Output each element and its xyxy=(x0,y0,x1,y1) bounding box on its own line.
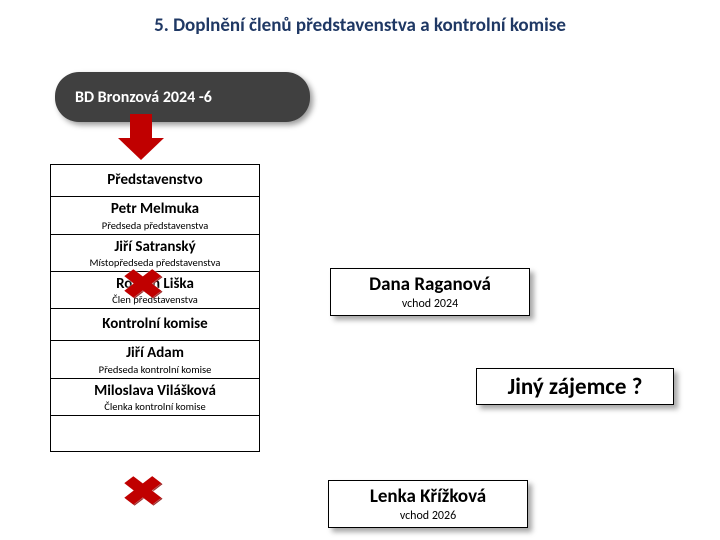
org-pill-label: BD Bronzová 2024 -6 xyxy=(75,88,212,107)
candidate-sub: vchod 2024 xyxy=(341,297,519,311)
candidate-name: Lenka Křížková xyxy=(339,487,517,508)
member-role: Předseda představenstva xyxy=(53,220,257,232)
board-member: Petr Melmuka Předseda představenstva xyxy=(50,197,260,234)
member-name: Miloslava Vilášková xyxy=(94,382,216,400)
arrow-down-icon xyxy=(118,114,164,160)
candidate-sub: vchod 2026 xyxy=(339,509,517,523)
page-title: 5. Doplnění členů představenstva a kontr… xyxy=(0,14,720,37)
member-name: Petr Melmuka xyxy=(111,200,199,218)
committee-member: Miloslava Vilášková Členka kontrolní kom… xyxy=(50,379,260,416)
committee-member xyxy=(50,416,260,452)
remove-x-icon: ✖ xyxy=(121,260,165,309)
org-pill: BD Bronzová 2024 -6 xyxy=(55,72,310,122)
committee-header: Kontrolní komise xyxy=(50,309,260,341)
member-role: Členka kontrolní komise xyxy=(53,401,257,413)
candidate-name: Jiný zájemce ? xyxy=(487,375,663,400)
candidate-box: Jiný zájemce ? xyxy=(476,368,674,405)
remove-x-icon: ✖ xyxy=(121,467,165,516)
member-name: Jiří Satranský xyxy=(114,238,195,256)
candidate-name: Dana Raganová xyxy=(341,275,519,296)
candidate-box: Lenka Křížkovávchod 2026 xyxy=(328,480,528,528)
board-header: Představenstvo xyxy=(50,164,260,197)
member-name: Jiří Adam xyxy=(126,344,184,362)
member-role: Předseda kontrolní komise xyxy=(53,364,257,376)
committee-member: Jiří Adam Předseda kontrolní komise xyxy=(50,341,260,378)
candidate-box: Dana Raganovávchod 2024 xyxy=(330,268,530,316)
